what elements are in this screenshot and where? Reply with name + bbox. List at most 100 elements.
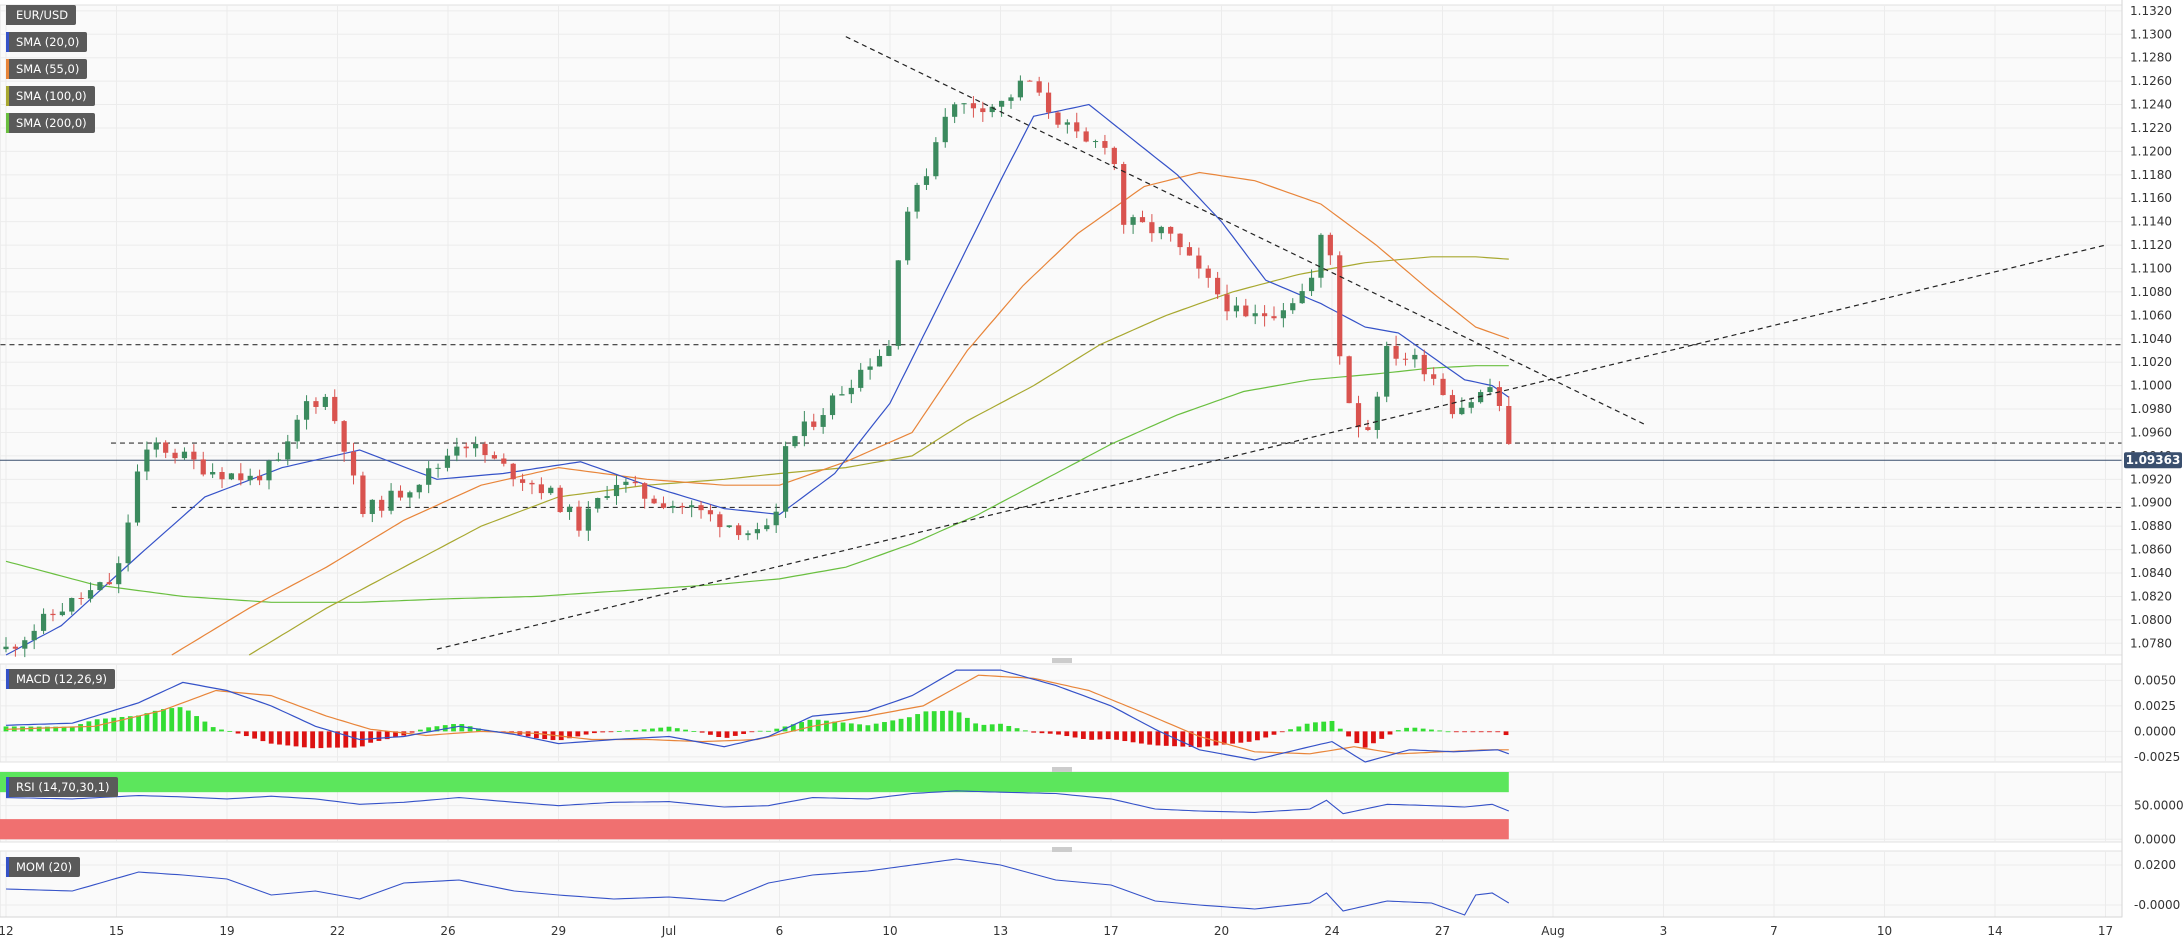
candle-body <box>1111 147 1117 165</box>
y-tick-label: 1.1120 <box>2130 238 2172 252</box>
candle-body <box>435 467 441 469</box>
macd-histogram-bar <box>1188 731 1194 747</box>
candle-body <box>1027 80 1033 82</box>
macd-histogram-bar <box>227 730 233 732</box>
macd-histogram-bar <box>1039 731 1045 734</box>
pane-resize-handle-2 <box>1052 847 1072 852</box>
candle-body <box>473 443 479 449</box>
candle-body <box>200 459 206 475</box>
macd-histogram-bar <box>1495 731 1501 733</box>
macd-histogram-bar <box>1255 731 1260 741</box>
candle-body <box>1149 222 1155 234</box>
rsi-y-tick-label: 0.0000 <box>2134 832 2176 846</box>
candle-body <box>1008 97 1014 101</box>
macd-histogram-bar <box>1271 731 1277 735</box>
candle-body <box>228 473 235 480</box>
candle-body <box>172 452 178 459</box>
x-tick-label: 17 <box>1103 924 1118 938</box>
momentum-line <box>5 858 1510 916</box>
x-tick-label: Jul <box>661 924 676 938</box>
macd-histogram-bar <box>61 726 67 732</box>
pane-resize-handle-1 <box>1052 767 1072 772</box>
candle-body <box>1205 268 1211 278</box>
candles <box>3 75 1512 658</box>
macd-histogram-bar <box>326 731 332 748</box>
x-tick-label: 13 <box>993 924 1008 938</box>
sma55-line <box>171 171 1510 656</box>
candle-body <box>426 468 432 485</box>
x-tick-label: 24 <box>1324 924 1339 938</box>
candle-body <box>59 611 65 616</box>
macd-histogram-bar <box>1147 731 1153 745</box>
candle-body <box>407 492 413 498</box>
mom-legend[interactable]: MOM (20) <box>6 857 81 877</box>
macd-histogram-bar <box>592 731 597 734</box>
y-tick-label: 1.1280 <box>2130 51 2172 65</box>
macd-histogram-bar <box>136 715 141 732</box>
candle-body <box>839 394 845 396</box>
y-tick-label: 1.0880 <box>2130 519 2172 533</box>
macd-histogram-bar <box>293 731 299 747</box>
candle-body <box>1261 313 1268 317</box>
x-tick-label: 7 <box>1770 924 1778 938</box>
candle-body <box>1421 354 1427 375</box>
macd-histogram-bar <box>683 729 688 732</box>
candle-body <box>698 505 704 511</box>
sma20-legend[interactable]: SMA (20,0) <box>6 32 88 52</box>
candle-body <box>1224 294 1230 312</box>
x-tick-label: 27 <box>1435 924 1450 938</box>
macd-histogram-bar <box>1221 731 1227 745</box>
macd-histogram-bar <box>194 716 200 732</box>
macd-histogram-bar <box>940 710 945 732</box>
candle-body <box>1271 316 1277 319</box>
y-tick-label: 1.0960 <box>2130 425 2172 439</box>
candle-body <box>679 505 685 508</box>
macd-histogram-bar <box>898 718 904 732</box>
macd-histogram-bar <box>285 731 291 746</box>
sma100-legend[interactable]: SMA (100,0) <box>6 86 95 106</box>
candle-body <box>632 481 638 484</box>
x-tick-label: Aug <box>1541 924 1564 938</box>
macd-histogram-bar <box>1080 731 1086 739</box>
candle-body <box>501 458 507 464</box>
macd-histogram-bar <box>318 731 324 749</box>
pane-bg-main <box>0 4 2123 656</box>
candle-body <box>764 525 770 530</box>
candle-body <box>360 475 366 515</box>
candle-body <box>1478 392 1484 403</box>
macd-histogram-bar <box>583 731 589 735</box>
y-tick-label: 1.0900 <box>2130 496 2172 510</box>
candle-body <box>717 514 723 528</box>
macd-histogram-bar <box>674 728 680 732</box>
macd-histogram-bar <box>832 721 838 732</box>
y-tick-label: 1.0780 <box>2130 636 2172 650</box>
rsi-legend[interactable]: RSI (14,70,30,1) <box>6 777 118 797</box>
sma55-legend[interactable]: SMA (55,0) <box>6 59 88 79</box>
macd-histogram-bar <box>1362 731 1368 748</box>
macd-histogram-bar <box>1429 729 1434 732</box>
macd-histogram-bar <box>202 721 208 732</box>
rsi-y-tick-label: 50.0000 <box>2134 799 2183 813</box>
macd-legend[interactable]: MACD (12,26,9) <box>6 669 115 689</box>
candle-body <box>134 471 141 523</box>
macd-histogram-bar <box>343 731 349 748</box>
symbol-label[interactable]: EUR/USD <box>6 5 77 25</box>
candle-body <box>1243 305 1249 317</box>
macd-histogram-bar <box>1296 726 1302 732</box>
candle-body <box>1365 427 1371 430</box>
candle-body <box>905 211 911 261</box>
macd-y-tick-label: 0.0025 <box>2134 699 2176 713</box>
candle-body <box>1355 403 1362 428</box>
candle-body <box>491 455 498 459</box>
macd-histogram-bar <box>732 731 738 736</box>
candle-body <box>820 415 826 427</box>
y-tick-label: 1.1220 <box>2130 121 2172 135</box>
sma200-legend[interactable]: SMA (200,0) <box>6 113 95 133</box>
macd-histogram-bar <box>235 731 241 734</box>
macd-histogram-bar <box>1197 731 1202 748</box>
candle-body <box>454 446 460 456</box>
macd-histogram-bar <box>766 730 771 732</box>
y-tick-label: 1.1020 <box>2130 355 2172 369</box>
candle-body <box>256 475 263 481</box>
